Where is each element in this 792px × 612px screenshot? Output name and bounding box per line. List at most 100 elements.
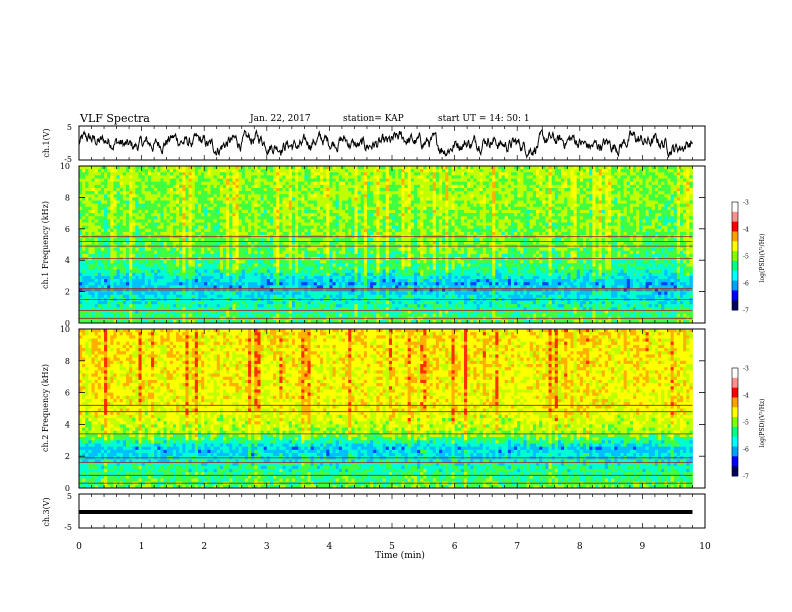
spectrogram-cell (79, 172, 83, 176)
spectrogram-cell (620, 166, 625, 170)
spectrogram-cell (91, 213, 96, 217)
spectrogram-cell (607, 197, 612, 201)
spectrogram-cell (313, 175, 318, 179)
spectrogram-cell (251, 200, 255, 205)
spectrogram-cell (645, 194, 650, 198)
spectrogram-cell (407, 184, 412, 189)
spectrogram-cell (564, 166, 568, 170)
spectrogram-cell (554, 181, 559, 186)
spectrogram-cell (651, 206, 656, 211)
spectrogram-cell (254, 238, 258, 242)
spectrogram-cell (598, 241, 603, 245)
spectrogram-cell (523, 169, 527, 173)
spectrogram-cell (423, 172, 427, 176)
spectrogram-cell (82, 222, 86, 227)
spectrogram-cell (398, 200, 402, 205)
spectrogram-cell (141, 209, 146, 214)
spectrogram-cell (598, 219, 603, 223)
spectrogram-cell (510, 222, 515, 227)
spectrogram-cell (354, 203, 358, 208)
spectrogram-cell (407, 209, 412, 214)
spectrogram-cell (166, 194, 171, 198)
spectrogram-cell (254, 241, 258, 245)
spectrogram-cell (404, 187, 409, 192)
spectrogram-cell (589, 175, 593, 179)
spectrogram-cell (213, 206, 218, 211)
spectrogram-cell (376, 209, 380, 214)
spectrogram-cell (316, 194, 321, 198)
spectrogram-cell (601, 178, 606, 183)
spectrogram-cell (210, 222, 214, 227)
spectrogram-cell (166, 200, 171, 205)
spectrogram-cell (385, 169, 390, 173)
spectrogram-cell (266, 200, 271, 205)
spectrogram-cell (658, 228, 662, 233)
spectrogram-cell (254, 178, 258, 183)
spectrogram-cell (626, 203, 631, 208)
spectrogram-cell (288, 166, 293, 170)
spectrogram-cell (498, 197, 502, 201)
spectrogram-cell (179, 222, 183, 227)
spectrogram-cell (607, 238, 612, 242)
spectrogram-cell (636, 194, 640, 198)
spectrogram-cell (251, 181, 255, 186)
spectrogram-cell (604, 238, 609, 242)
spectrogram-cell (651, 200, 656, 205)
spectrogram-cell (473, 197, 477, 201)
spectrogram-cell (520, 206, 524, 211)
spectrogram-cell (338, 194, 343, 198)
spectrogram-cell (495, 178, 499, 183)
spectrogram-cell (542, 216, 546, 220)
spectrogram-cell (432, 194, 437, 198)
spectrogram-cell (460, 238, 465, 242)
spectrogram-cell (482, 169, 487, 173)
spectrogram-cell (667, 209, 671, 214)
spectrogram-cell (273, 197, 277, 201)
spectrogram-cell (376, 187, 380, 192)
spectrogram-cell (495, 231, 499, 236)
spectrogram-cell (341, 200, 346, 205)
spectrogram-cell (479, 241, 484, 245)
spectrogram-cell (485, 206, 490, 211)
spectrogram-cell (85, 219, 89, 223)
spectrogram-cell (298, 197, 302, 201)
spectrogram-cell (163, 200, 168, 205)
spectrogram-cell (589, 184, 593, 189)
spectrogram-cell (673, 209, 678, 214)
spectrogram-cell (592, 166, 596, 170)
spectrogram-cell (107, 169, 111, 173)
spectrogram-cell (629, 187, 634, 192)
spectrogram-cell (529, 178, 534, 183)
spectrogram-cell (251, 213, 255, 217)
spectrogram-cell (545, 228, 549, 233)
spectrogram-cell (492, 169, 496, 173)
spectrogram-cell (97, 166, 102, 170)
spectrogram-cell (438, 216, 443, 220)
spectrogram-cell (113, 203, 117, 208)
spectrogram-cell (235, 203, 240, 208)
spectrogram-cell (576, 184, 581, 189)
spectrogram-cell (670, 184, 675, 189)
spectrogram-cell (564, 206, 568, 211)
spectrogram-cell (545, 166, 549, 170)
spectrogram-cell (557, 231, 562, 236)
spectrogram-cell (392, 228, 396, 233)
spectrogram-cell (313, 200, 318, 205)
spectrogram-cell (370, 191, 374, 195)
spectrogram-cell (348, 169, 352, 173)
spectrogram-cell (320, 241, 324, 245)
spectrogram-cell (401, 191, 405, 195)
spectrogram-cell (279, 169, 283, 173)
spectrogram-cell (113, 166, 117, 170)
spectrogram-cell (326, 213, 330, 217)
spectrogram-cell (357, 194, 362, 198)
spectrogram-cell (238, 200, 243, 205)
spectrogram-cell (125, 225, 130, 230)
spectrogram-cell (686, 169, 690, 173)
spectrogram-cell (376, 225, 380, 230)
spectrogram-cell (448, 175, 452, 179)
spectrogram-cell (514, 203, 518, 208)
spectrogram-cell (160, 194, 164, 198)
spectrogram-cell (219, 200, 224, 205)
spectrogram-cell (686, 197, 690, 201)
